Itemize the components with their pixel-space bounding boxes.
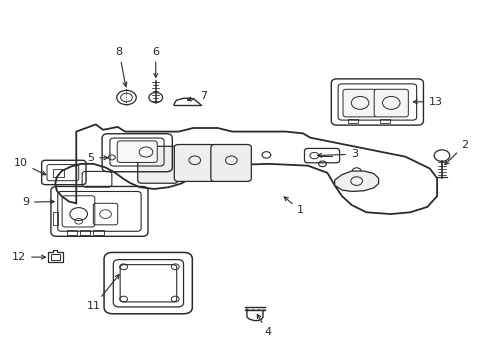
FancyBboxPatch shape <box>373 89 407 117</box>
Text: 6: 6 <box>152 46 159 77</box>
Text: 3: 3 <box>317 149 357 159</box>
Bar <box>53 212 58 225</box>
Text: 5: 5 <box>87 153 108 163</box>
Bar <box>80 230 90 234</box>
FancyBboxPatch shape <box>117 141 157 162</box>
Polygon shape <box>55 125 436 214</box>
Bar <box>93 230 103 234</box>
FancyBboxPatch shape <box>174 144 214 181</box>
Text: 12: 12 <box>12 252 45 262</box>
Polygon shape <box>334 171 378 192</box>
Bar <box>53 169 64 177</box>
Text: 9: 9 <box>22 197 54 207</box>
Text: 10: 10 <box>14 158 46 175</box>
Bar <box>66 230 77 234</box>
Text: 2: 2 <box>444 140 468 165</box>
FancyBboxPatch shape <box>138 146 178 183</box>
Bar <box>51 254 60 260</box>
Text: 8: 8 <box>115 46 127 86</box>
Text: 7: 7 <box>187 91 206 101</box>
FancyBboxPatch shape <box>210 144 251 181</box>
Bar <box>347 119 357 123</box>
Text: 11: 11 <box>86 275 119 311</box>
Text: 13: 13 <box>412 97 442 107</box>
FancyBboxPatch shape <box>342 89 376 117</box>
Bar <box>379 119 389 123</box>
Text: 4: 4 <box>257 314 271 337</box>
Text: 1: 1 <box>284 197 304 216</box>
